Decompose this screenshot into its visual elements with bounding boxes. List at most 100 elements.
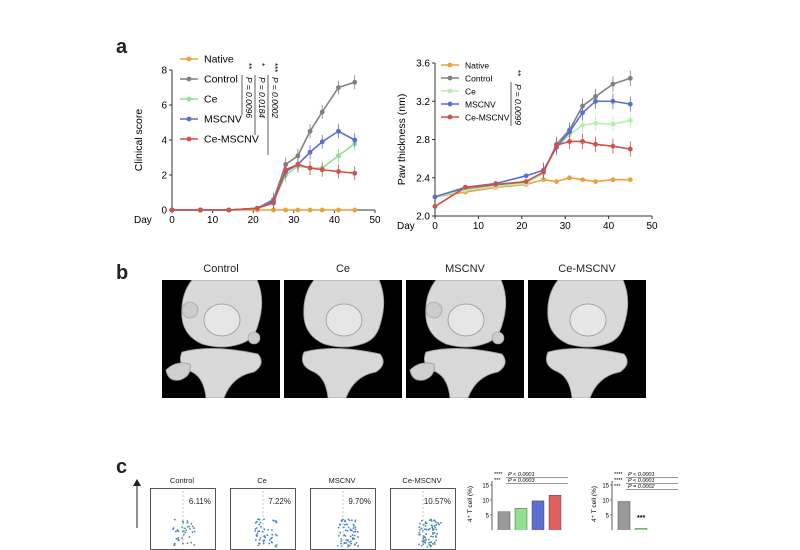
flow-plot: 10.57% <box>390 488 456 550</box>
flow-event <box>432 535 434 538</box>
flow-event <box>352 530 355 533</box>
data-point <box>307 207 313 213</box>
flow-plot-percentage: 7.22% <box>268 497 291 506</box>
flow-event <box>425 528 428 531</box>
flow-event <box>433 532 436 534</box>
y-tick-label: 5 <box>486 514 490 520</box>
flow-event <box>276 534 278 537</box>
flow-event <box>340 540 343 543</box>
flow-event <box>182 521 185 524</box>
knee-joint-render <box>165 280 263 398</box>
flow-event <box>254 528 257 530</box>
data-point <box>554 179 559 184</box>
flow-event <box>355 541 358 544</box>
flow-event <box>275 521 278 524</box>
flow-plot: 6.11% <box>150 488 216 550</box>
flow-event <box>351 538 354 540</box>
y-tick-label: 4 <box>161 136 167 147</box>
y-tick-label: 5 <box>606 514 610 520</box>
flow-event <box>357 545 360 547</box>
flow-event <box>173 544 176 546</box>
flow-event <box>424 521 427 523</box>
flow-event <box>337 526 340 529</box>
x-tick-label: 10 <box>207 215 219 226</box>
flow-event <box>428 519 431 522</box>
bone-erosion <box>247 331 261 345</box>
flow-plot: 9.70% <box>310 488 376 550</box>
flow-event <box>426 545 429 548</box>
legend-label: Ce-MSCNV <box>465 113 510 123</box>
significance-stars: ** <box>513 70 522 76</box>
legend-label: Ce <box>204 94 218 106</box>
bar-annotation: *** <box>637 515 645 522</box>
flow-event <box>191 531 194 534</box>
flow-event <box>343 542 346 545</box>
clinical-score-chart: 0 10 20 30 40 50 0 2 4 6 8 Day Clinical score Native C… <box>133 54 381 227</box>
flow-event <box>193 530 196 533</box>
y-axis-label: Clinical score <box>133 109 145 172</box>
significance-p-value: P < 0.0001 <box>628 472 655 478</box>
patella-bone <box>447 303 485 337</box>
flow-plot-percentage: 6.11% <box>188 497 211 506</box>
ct-image-label: Control <box>203 263 239 275</box>
y-tick-label: 2.4 <box>416 173 430 184</box>
flow-event <box>432 533 434 535</box>
legend-marker <box>186 56 192 62</box>
flow-event <box>432 542 434 545</box>
data-point <box>169 207 175 213</box>
flow-event <box>260 525 262 528</box>
series-line-4 <box>172 163 355 211</box>
flow-event <box>351 519 353 522</box>
flow-event <box>191 525 194 528</box>
flow-event <box>258 542 261 545</box>
flow-event <box>418 526 421 529</box>
bar <box>514 508 528 530</box>
flow-event <box>421 519 423 522</box>
data-point <box>319 207 325 213</box>
flow-event <box>263 535 266 538</box>
arrow-head <box>133 479 141 486</box>
fibula-bone <box>409 362 435 381</box>
knee-joint-render <box>301 280 385 398</box>
flow-event <box>268 542 271 545</box>
flow-event <box>422 540 425 543</box>
flow-event <box>349 540 352 543</box>
x-tick-label: 10 <box>473 221 485 232</box>
significance-stars: ** <box>244 63 253 69</box>
flow-event <box>181 526 183 528</box>
flow-event <box>418 543 420 546</box>
flow-event <box>350 542 353 545</box>
legend-label: Control <box>465 74 493 84</box>
y-tick-label: 10 <box>482 499 489 505</box>
flow-event <box>342 526 345 529</box>
flow-event <box>190 522 193 525</box>
y-tick-label: 15 <box>482 484 489 490</box>
flow-event <box>420 544 423 547</box>
ct-scan-image <box>528 280 646 398</box>
y-tick-label: 10 <box>602 499 609 505</box>
y-tick-label: 15 <box>602 484 609 490</box>
patella-bone <box>325 303 363 337</box>
x-tick-label: 0 <box>432 221 438 232</box>
tibia-bone <box>301 348 384 398</box>
flow-event <box>190 541 193 544</box>
flow-event <box>272 519 275 522</box>
flow-plot-label: Ce <box>257 476 267 485</box>
t-cell-bar-chart-2: 5 10 15 4⁺ T cell (%) **** P < 0.0001 **** P < … <box>591 472 678 530</box>
flow-event <box>354 520 357 523</box>
flow-event <box>424 540 427 542</box>
knee-joint-render <box>409 280 507 398</box>
flow-event <box>181 537 183 539</box>
x-tick-label: 30 <box>288 215 300 226</box>
data-point <box>254 205 260 211</box>
flow-event <box>340 538 343 540</box>
flow-event <box>255 534 258 536</box>
flow-event <box>431 525 434 527</box>
flow-event <box>429 541 432 544</box>
flow-event <box>354 543 356 546</box>
panel-letter-a: a <box>116 36 128 58</box>
tibia-bone <box>545 348 628 398</box>
flow-event <box>439 521 442 524</box>
flow-event <box>347 526 350 529</box>
flow-event <box>275 545 278 548</box>
